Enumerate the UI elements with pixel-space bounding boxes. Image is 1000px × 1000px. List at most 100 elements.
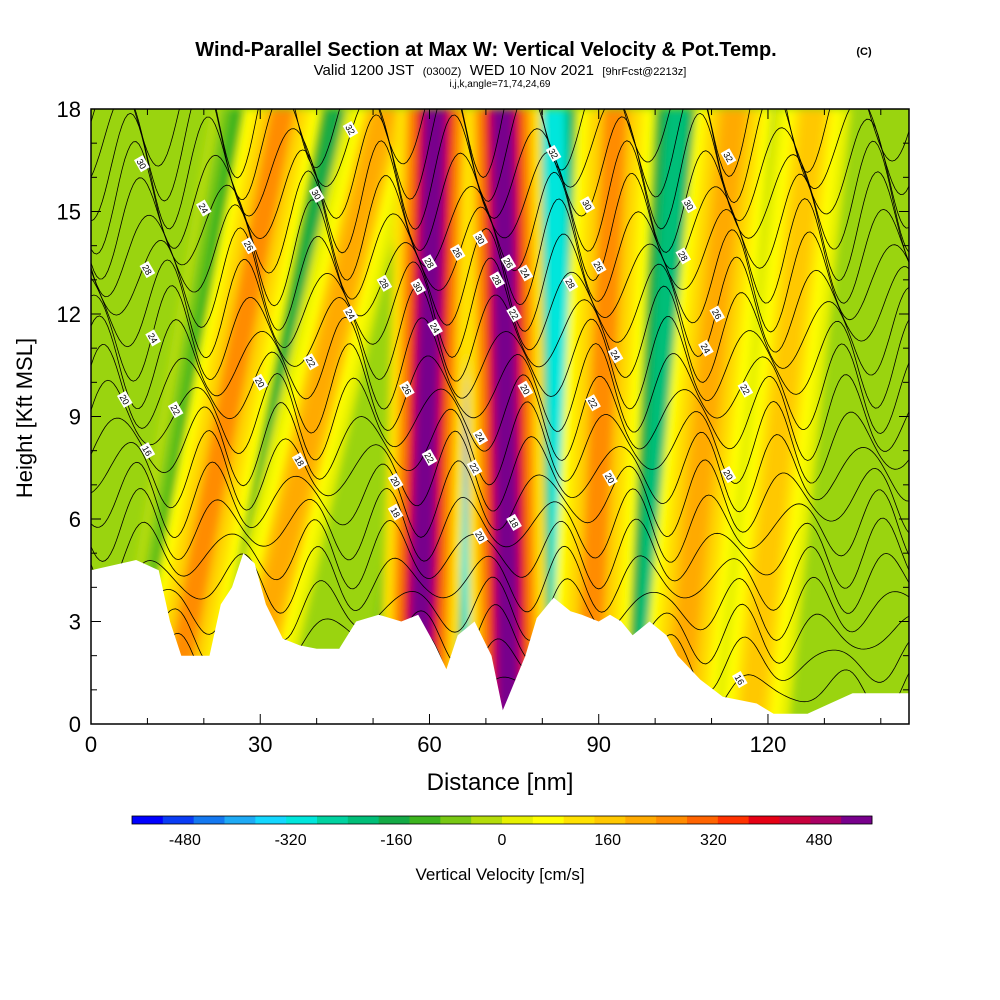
contour-label: 24 [698,339,714,357]
contour-label: 26 [241,237,257,255]
colorbar-swatch [717,816,750,824]
contour-label-text: 32 [721,150,735,164]
colorbar-swatch [841,816,873,824]
contour-label: 22 [506,305,522,323]
contour-label: 28 [376,274,393,292]
contour-label-box [698,339,714,357]
contour-label-text: 30 [682,198,696,212]
colorbar-swatch [748,816,780,824]
theta-contour [91,315,909,410]
contour-label-box [602,469,618,487]
contour-label-box [308,185,325,203]
colorbar-swatch [317,816,349,824]
contour-label-text: 30 [580,198,594,212]
colorbar: -480 -320 -160 0 160 320 480 [131,815,873,849]
colorbar-swatch [255,816,287,824]
colorbar-swatch [409,816,441,824]
contour-label-text: 28 [140,263,154,277]
updraft-band [406,109,447,724]
contour-label: 20 [252,373,269,391]
contour-label-text: 18 [507,516,521,530]
contour-label: 20 [116,390,133,408]
contour-label: 28 [489,271,506,289]
contour-label-text: 22 [304,355,318,369]
contour-label-box [421,254,438,272]
contour-label: 26 [449,243,466,262]
contour-label: 18 [387,503,404,521]
colorbar-tick-label: -320 [275,832,307,849]
colorbar-tick-label: -480 [169,832,201,849]
contour-label-text: 16 [140,444,154,458]
chart-subtitle: Valid 1200 JST (0300Z) WED 10 Nov 2021 [… [314,62,687,79]
terrain-mask [91,553,909,724]
contour-label: 28 [421,254,438,272]
contour-label-box [472,230,489,248]
contour-label-text: 22 [586,396,600,410]
contour-label: 28 [562,274,579,292]
contour-label: 32 [545,144,562,162]
y-tick-label: 9 [69,405,81,430]
colorbar-swatch [378,816,410,824]
contour-label: 20 [387,472,404,490]
contour-label: 30 [472,230,489,248]
contour-label-text: 24 [473,430,487,444]
contour-label-box [145,329,161,347]
contour-label-box [562,274,579,292]
contour-label-text: 24 [608,348,622,362]
contour-label: 28 [139,261,156,279]
contour-label-box [342,305,359,323]
contour-label-box [472,527,489,545]
y-tick-label: 15 [57,200,81,225]
contour-label-text: 28 [422,256,436,270]
contour-label-text: 24 [197,202,211,216]
contour-label-text: 24 [343,307,357,321]
contour-label-text: 22 [422,451,436,465]
colorbar-swatch [440,816,472,824]
contour-label-box [681,196,697,214]
contour-label: 32 [342,120,359,139]
contour-label-text: 26 [591,260,605,274]
x-axis: 0 30 60 90 120 [85,109,882,757]
colorbar-swatch [594,816,626,824]
contour-label: 22 [737,380,754,398]
contour-label: 30 [308,185,325,203]
contour-label-box [303,353,319,371]
contour-label-box [731,671,748,689]
colorbar-tick-label: 0 [498,832,507,849]
contour-label-text: 20 [518,383,532,397]
contour-label-box [737,380,754,398]
chart-title: Wind-Parallel Section at Max W: Vertical… [195,39,776,61]
contour-label: 22 [303,353,319,371]
theta-contour [91,109,909,179]
contour-label-text: 18 [292,454,306,468]
contour-label-box [545,144,562,162]
contour-label-text: 26 [710,307,724,321]
colorbar-frame [131,815,873,825]
contour-label: 24 [472,428,489,446]
contour-label: 24 [427,319,443,337]
colorbar-swatch [502,816,534,824]
colorbar-tick-label: 160 [594,832,621,849]
y-tick-label: 0 [69,712,81,737]
contour-label-box [399,380,415,398]
y-tick-label: 3 [69,610,81,635]
contour-label: 24 [195,199,212,217]
contour-label-text: 20 [473,530,487,544]
contour-label-text: 24 [518,266,532,280]
y-tick-label: 6 [69,507,81,532]
contour-label: 24 [342,305,359,323]
contour-label-box [720,148,737,166]
theta-contour [91,517,909,590]
contour-label: 20 [472,527,489,545]
contour-label: 30 [133,155,150,173]
contour-label: 30 [681,196,697,214]
contour-label-box [517,264,534,282]
colorbar-tick-label: -160 [380,832,412,849]
contour-label-text: 28 [563,277,577,291]
y-axis: 0 3 6 9 12 15 18 [57,97,909,737]
contour-label-box [139,261,156,279]
theta-contour [91,198,909,307]
theta-contour [91,400,909,487]
contour-label-box [167,401,184,419]
colorbar-swatch [162,816,195,824]
